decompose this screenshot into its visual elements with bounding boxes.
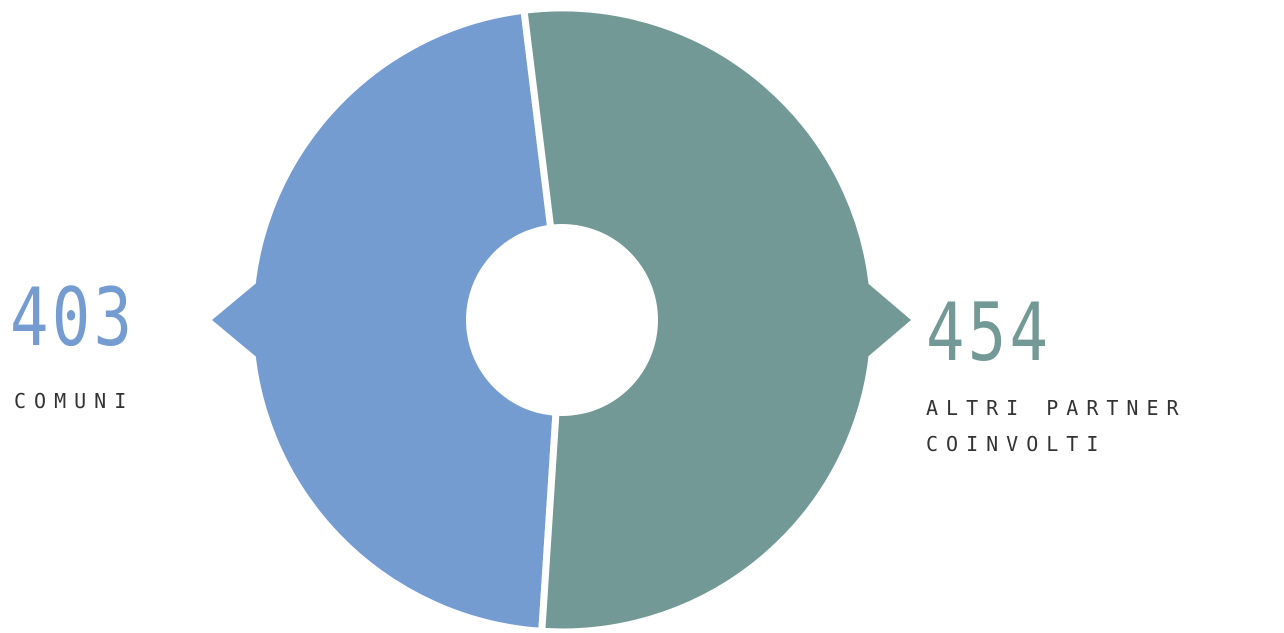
altri-partner-label-line2: COINVOLTI <box>926 432 1107 456</box>
pointer-comuni <box>212 280 260 360</box>
altri-partner-value: 454 <box>926 286 1052 379</box>
altri-partner-label-line1: ALTRI PARTNER <box>926 396 1187 420</box>
comuni-value: 403 <box>10 271 136 364</box>
comuni-label: COMUNI <box>14 389 135 413</box>
altri-partner-label: ALTRI PARTNER COINVOLTI <box>926 390 1187 462</box>
pointer-altri-partner <box>864 280 911 360</box>
donut-hole <box>466 224 658 416</box>
